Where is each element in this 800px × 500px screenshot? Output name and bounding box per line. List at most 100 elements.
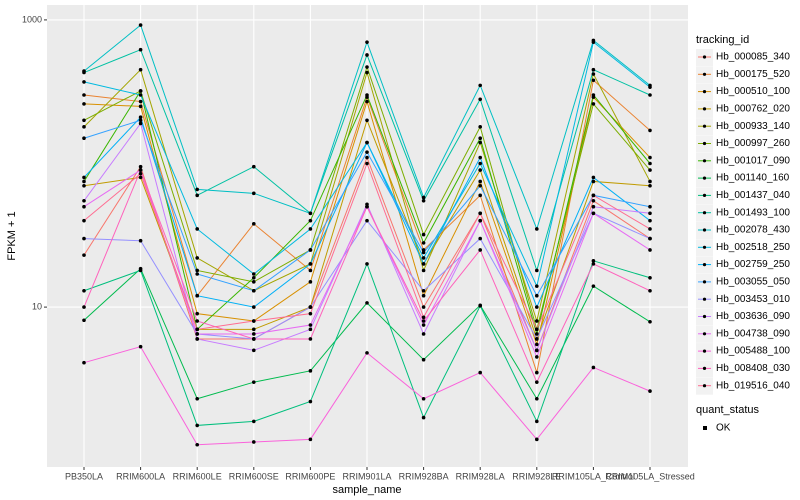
data-point xyxy=(535,380,539,384)
legend-label: Hb_001017_090 xyxy=(716,155,790,166)
data-point xyxy=(82,318,86,323)
data-point xyxy=(308,280,313,284)
data-point xyxy=(82,288,86,293)
data-point xyxy=(365,65,369,69)
data-point xyxy=(478,140,483,145)
data-point xyxy=(478,248,483,252)
data-point xyxy=(478,83,483,88)
data-point xyxy=(82,204,86,209)
data-point xyxy=(308,305,313,309)
data-point xyxy=(421,198,426,203)
data-point xyxy=(591,284,596,288)
legend-label: Hb_002518_250 xyxy=(716,242,790,253)
data-point xyxy=(365,150,369,154)
data-point xyxy=(421,256,426,260)
data-point xyxy=(138,118,143,123)
data-point xyxy=(648,183,652,188)
data-point xyxy=(308,437,313,442)
data-point xyxy=(648,236,652,241)
status-legend-title: quant_status xyxy=(696,404,759,416)
data-point xyxy=(308,248,313,252)
data-point xyxy=(252,288,256,293)
data-point xyxy=(648,179,652,184)
data-point xyxy=(252,222,256,226)
data-point xyxy=(421,241,426,245)
legend-label: Hb_000085_340 xyxy=(716,52,790,63)
data-point xyxy=(535,348,539,353)
data-point xyxy=(478,193,483,198)
data-point xyxy=(195,268,199,273)
data-point xyxy=(195,423,199,428)
data-point xyxy=(421,232,426,237)
data-point xyxy=(535,437,539,442)
data-point xyxy=(252,191,256,196)
data-point xyxy=(252,319,256,323)
data-point xyxy=(252,348,256,353)
data-point xyxy=(648,248,652,252)
data-point xyxy=(308,262,313,266)
data-point xyxy=(478,211,483,216)
legend-label: Hb_000933_140 xyxy=(716,121,790,132)
data-point xyxy=(365,161,369,166)
data-point xyxy=(421,319,426,323)
legend-label: Hb_003453_010 xyxy=(716,294,790,305)
data-point xyxy=(478,304,483,308)
data-point xyxy=(591,102,596,106)
data-point xyxy=(591,78,596,83)
data-point xyxy=(308,327,313,332)
data-point xyxy=(365,93,369,97)
data-point xyxy=(138,121,143,126)
data-point xyxy=(591,259,596,263)
data-point xyxy=(648,155,652,160)
legend-key-point xyxy=(702,72,707,76)
data-point xyxy=(478,155,483,160)
data-point xyxy=(252,440,256,444)
legend-key-point xyxy=(702,193,707,197)
data-point xyxy=(365,140,369,145)
data-point xyxy=(421,305,426,309)
data-point xyxy=(535,293,539,298)
legend-label: Hb_000997_260 xyxy=(716,138,790,149)
legend-label: Hb_000762_020 xyxy=(716,104,790,115)
data-point xyxy=(308,337,313,341)
x-tick-label: RRIM928LE xyxy=(512,471,561,481)
data-point xyxy=(591,93,596,97)
data-point xyxy=(648,168,652,172)
data-point xyxy=(591,193,596,198)
data-point xyxy=(648,389,652,393)
legend-key-point xyxy=(702,314,707,319)
data-point xyxy=(535,370,539,375)
x-tick-label: RRIM600LE xyxy=(173,471,222,481)
data-point xyxy=(138,164,143,169)
data-point xyxy=(421,293,426,298)
data-point xyxy=(365,155,369,160)
data-point xyxy=(308,268,313,273)
data-point xyxy=(138,344,143,349)
legend-key-point xyxy=(702,141,707,146)
data-point xyxy=(478,183,483,188)
data-point xyxy=(308,311,313,316)
data-point xyxy=(308,218,313,223)
data-point xyxy=(82,125,86,129)
data-point xyxy=(535,268,539,273)
data-point xyxy=(365,262,369,266)
data-point xyxy=(195,311,199,316)
legend-label: Hb_001437_040 xyxy=(716,190,790,201)
data-point xyxy=(591,72,596,76)
data-point xyxy=(591,67,596,72)
data-point xyxy=(535,355,539,359)
data-point xyxy=(82,179,86,184)
data-point xyxy=(365,53,369,57)
data-point xyxy=(195,337,199,341)
legend-label: Hb_008408_030 xyxy=(716,363,790,374)
data-point xyxy=(648,288,652,293)
legend-label: Hb_005488_100 xyxy=(716,346,790,357)
data-point xyxy=(365,40,369,44)
data-point xyxy=(195,187,199,192)
data-point xyxy=(535,305,539,309)
legend-label: Hb_001493_100 xyxy=(716,207,790,218)
data-point xyxy=(195,272,199,276)
x-tick-label: RRIM600SE xyxy=(229,471,279,481)
data-point xyxy=(138,89,143,93)
legend-title: tracking_id xyxy=(696,34,749,46)
